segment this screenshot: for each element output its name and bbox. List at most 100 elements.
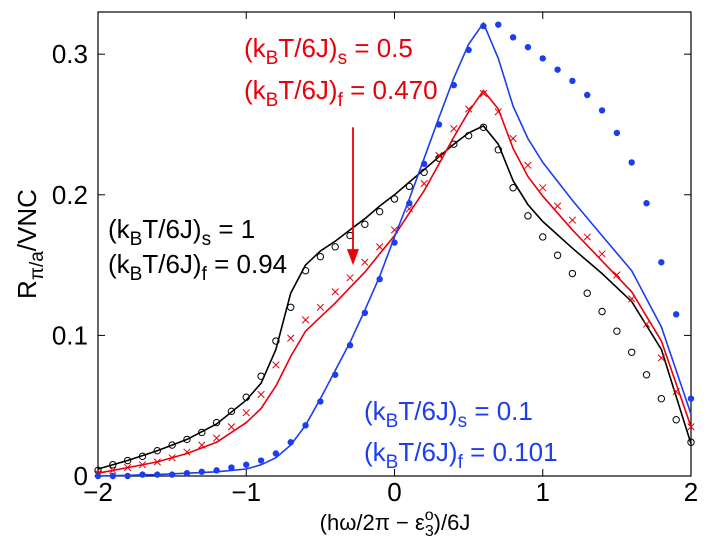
data-point [346, 274, 354, 282]
data-point [212, 434, 221, 442]
data-point [361, 258, 369, 266]
data-point [376, 243, 384, 251]
data-point [687, 423, 695, 431]
data-point [257, 457, 265, 464]
data-point [583, 289, 591, 297]
annotation-post: = 0.5 [347, 33, 413, 63]
arrow-head [346, 249, 359, 266]
data-point [153, 446, 162, 455]
data-point [272, 450, 280, 457]
data-point [509, 34, 517, 41]
ticks: −2 −1 0 1 2 0 0.1 0.2 0.3 [52, 12, 698, 507]
data-point [509, 184, 517, 192]
data-point [212, 418, 221, 427]
data-point [228, 464, 235, 471]
data-point [109, 466, 117, 475]
data-point [672, 311, 680, 318]
x-axis-label-sup: o [425, 507, 434, 524]
x-axis-label-post: )/6J [434, 510, 471, 535]
annotation-line: (kBT/6J)s = 0.1 [364, 396, 533, 432]
data-point [257, 390, 265, 399]
data-point [568, 216, 577, 224]
data-point [109, 472, 117, 480]
data-point [183, 448, 191, 456]
data-point [138, 461, 147, 469]
data-point [465, 46, 472, 54]
annotation-line: (kBT/6J)f = 0.470 [244, 75, 438, 111]
data-point [123, 456, 132, 465]
data-point [420, 179, 428, 188]
y-axis-label-main: R [12, 280, 42, 299]
data-point [539, 184, 547, 192]
series-layer [94, 21, 695, 480]
x-axis-label-pre: (hω/2π − ε [320, 510, 425, 535]
data-point [553, 202, 562, 210]
data-point [376, 275, 383, 283]
data-point [242, 409, 250, 417]
data-point [257, 372, 265, 380]
data-point [302, 422, 309, 429]
data-point [287, 303, 295, 311]
annotation-sub: B [266, 90, 279, 111]
data-point [361, 220, 369, 229]
data-point [569, 77, 576, 85]
data-point [479, 89, 488, 98]
x-tick-label: 1 [536, 477, 550, 507]
data-point [124, 472, 131, 480]
x-axis-label-sub: 3 [425, 523, 434, 540]
data-point [435, 121, 443, 128]
data-point [479, 123, 488, 131]
annotation-post: = 0.101 [463, 437, 558, 467]
annotation-pre: (k [108, 214, 131, 244]
data-point [346, 342, 354, 349]
annotation-post: = 0.470 [343, 75, 438, 105]
annotation-sub2: f [458, 452, 464, 473]
annotation-sub2: f [202, 264, 208, 285]
data-point [317, 398, 324, 405]
data-point [642, 371, 651, 379]
data-point [687, 395, 695, 402]
y-axis-label-sub: π/a [27, 251, 48, 280]
annotation-post: = 1 [211, 214, 255, 244]
data-point [524, 161, 532, 169]
data-point [583, 233, 591, 241]
data-point [361, 309, 369, 317]
annotation-sub: B [386, 411, 399, 432]
annotation-layer: (kBT/6J)s = 1(kBT/6J)f = 0.94(kBT/6J)s =… [108, 33, 558, 473]
annotation-sub2: s [458, 411, 468, 432]
data-point [391, 239, 398, 246]
annotation-sub: B [386, 452, 399, 473]
annotation-pre: (k [364, 396, 387, 426]
y-axis-label: Rπ/a/VNC [12, 189, 48, 299]
data-point [168, 454, 176, 462]
data-point [331, 243, 339, 251]
annotation-line: (kBT/6J)s = 0.5 [244, 33, 413, 69]
x-tick-label: 0 [387, 477, 401, 507]
annotation-sub2: s [338, 48, 348, 69]
series-line [97, 21, 692, 477]
annotation-sub2: s [202, 229, 212, 250]
annotation-mid: T/6J) [398, 396, 457, 426]
data-point [316, 252, 325, 261]
data-point [553, 251, 562, 259]
annotation-line: (kBT/6J)f = 0.94 [108, 249, 287, 285]
data-point [613, 327, 621, 335]
data-point [390, 195, 399, 203]
data-point [272, 361, 280, 369]
annotation-sub: B [130, 229, 143, 250]
data-point [524, 43, 532, 51]
data-point [494, 146, 502, 154]
data-point [598, 250, 606, 258]
data-point [272, 337, 280, 345]
y-axis-label-post: /VNC [12, 189, 42, 251]
data-point [687, 438, 695, 446]
data-point [642, 320, 651, 328]
annotation-sub: B [266, 48, 279, 69]
data-point [375, 207, 384, 216]
data-point [435, 151, 443, 160]
data-point [495, 21, 502, 28]
y-tick-label: 0 [74, 461, 88, 491]
data-point [287, 439, 294, 446]
data-point [464, 105, 473, 113]
data-point [657, 354, 666, 362]
